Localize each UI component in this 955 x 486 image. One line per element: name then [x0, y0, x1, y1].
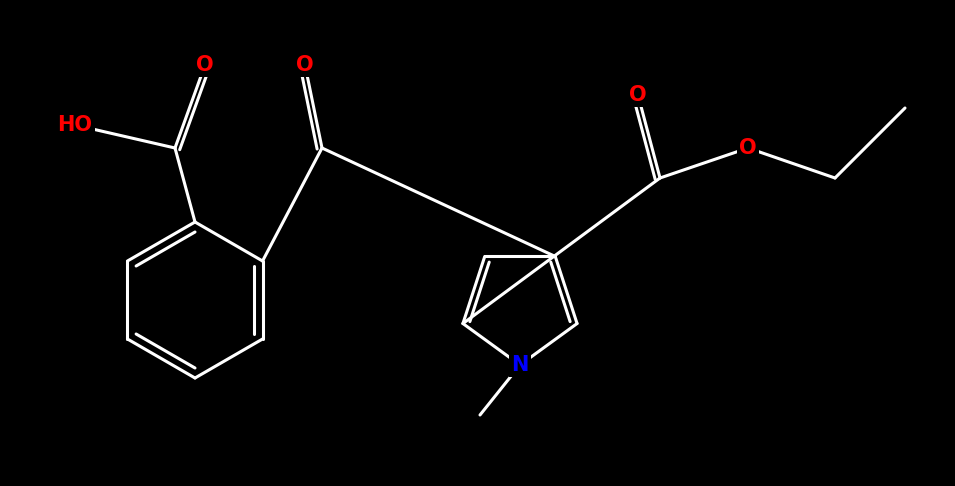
Text: O: O	[296, 55, 314, 75]
Text: N: N	[511, 355, 529, 375]
Text: O: O	[629, 85, 647, 105]
Text: O: O	[739, 138, 756, 158]
Text: O: O	[196, 55, 214, 75]
Text: HO: HO	[57, 115, 93, 135]
